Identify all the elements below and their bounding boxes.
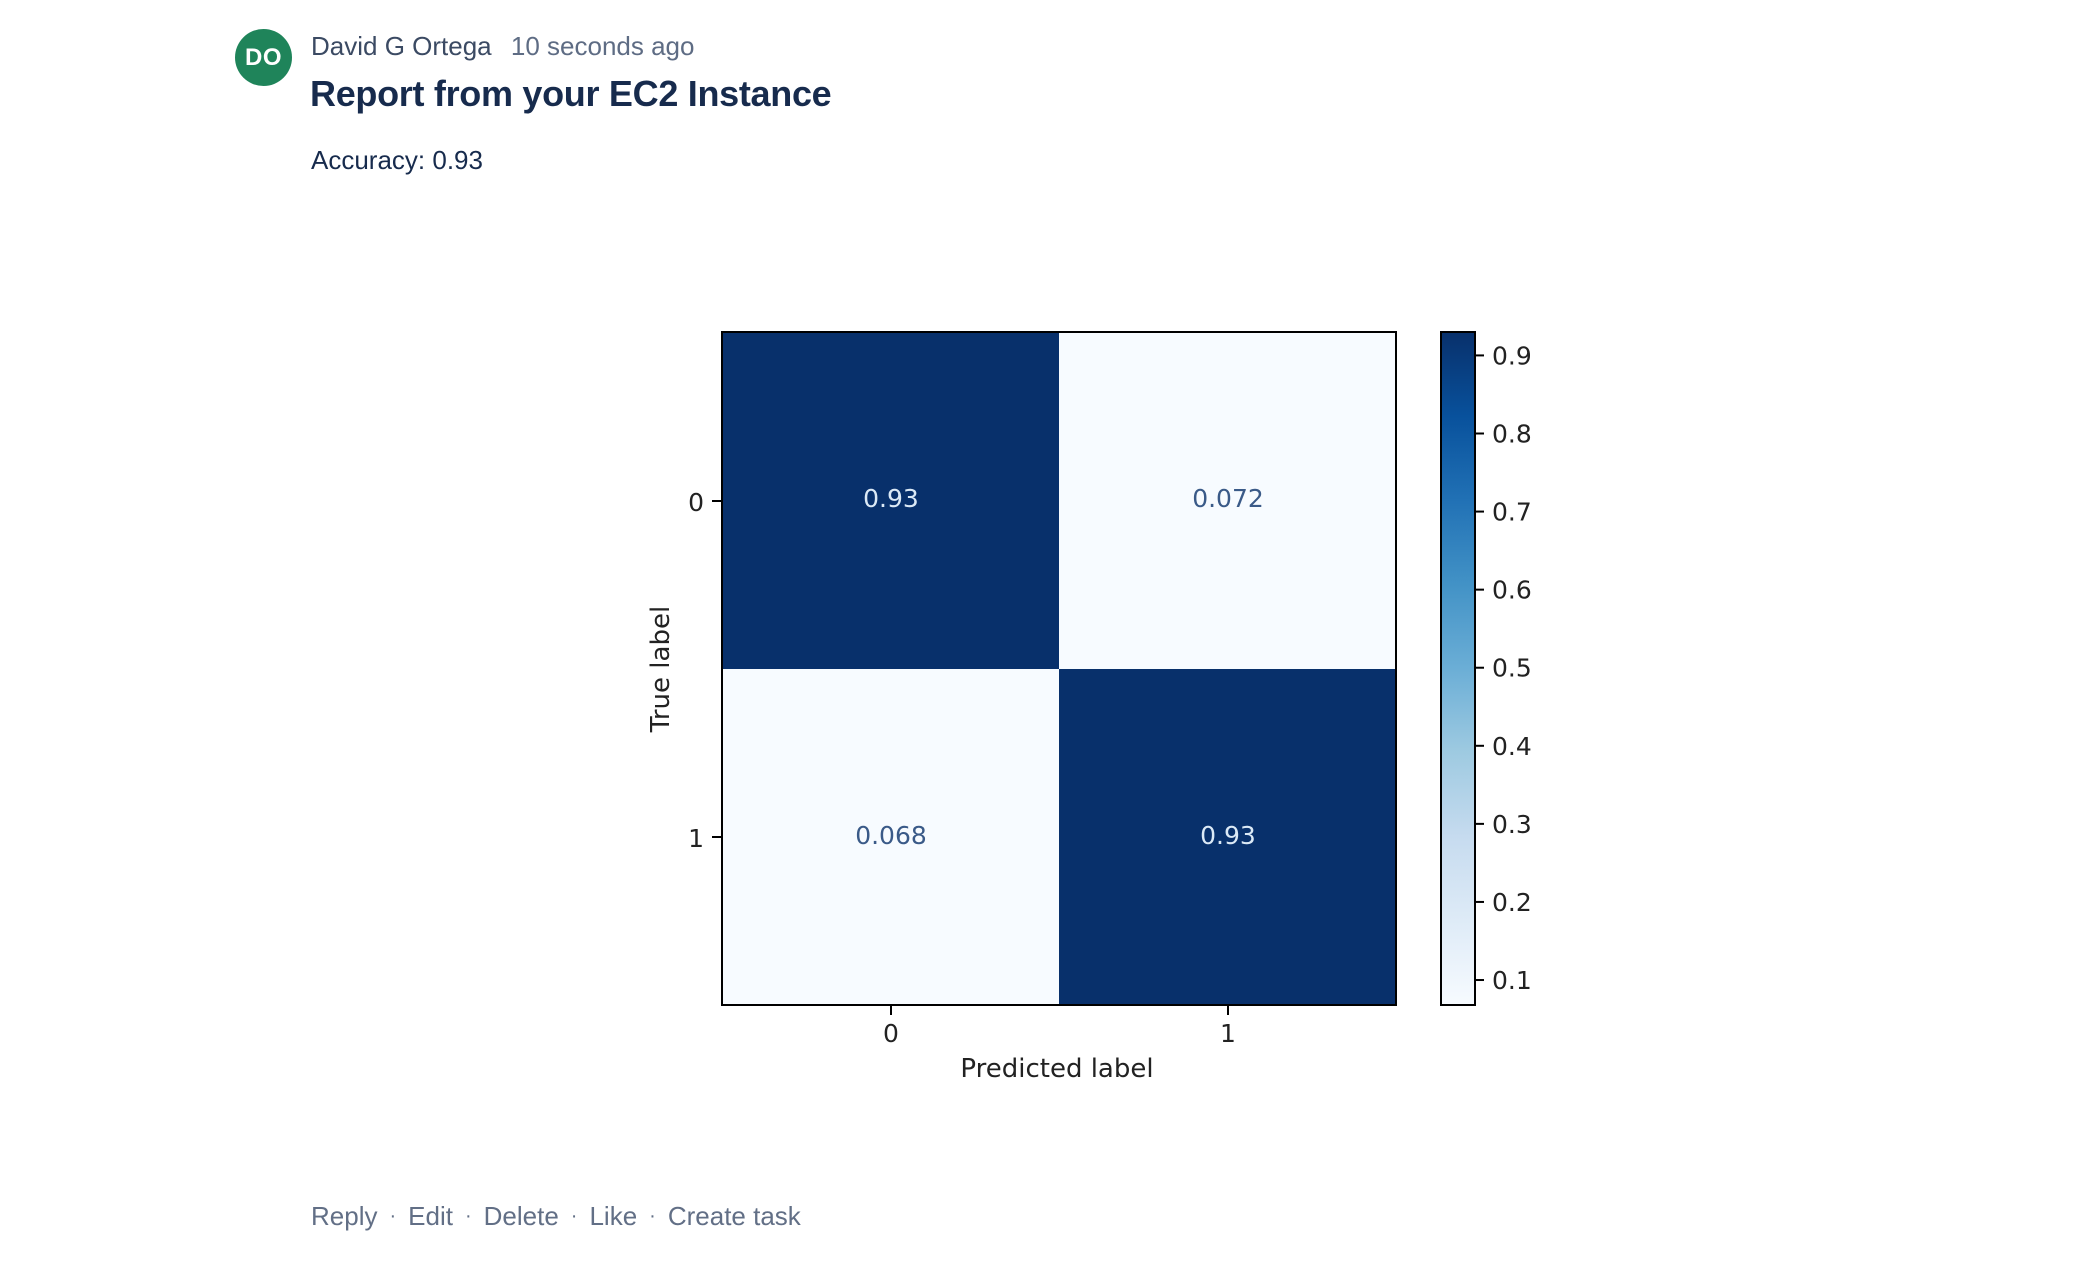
colorbar-tick-label: 0.3: [1492, 810, 1532, 839]
action-separator: ·: [464, 1205, 472, 1227]
cell-value-0-0: 0.93: [863, 484, 919, 513]
heatmap-cells: [722, 332, 1396, 1005]
y-axis-label: True label: [646, 606, 676, 733]
comment-actions: Reply · Edit · Delete · Like · Create task: [311, 1201, 801, 1232]
colorbar-ticks: 0.1 0.2 0.3 0.4 0.5 0.6 0.7 0.8 0.9: [1475, 341, 1532, 995]
avatar[interactable]: DO: [235, 29, 292, 86]
cell-1-1: [1059, 669, 1396, 1005]
colorbar-tick-label: 0.5: [1492, 654, 1532, 683]
y-tick-0: 0: [688, 488, 704, 517]
x-tick-0: 0: [883, 1019, 899, 1048]
matrix-frame: [721, 331, 1397, 1006]
y-tick-1: 1: [688, 824, 704, 853]
cell-value-1-0: 0.068: [855, 821, 927, 850]
action-separator: ·: [570, 1205, 578, 1227]
colorbar-tick-label: 0.1: [1492, 966, 1532, 995]
colorbar: [1440, 331, 1476, 1006]
colorbar-tick-label: 0.2: [1492, 888, 1532, 917]
accuracy-text: Accuracy: 0.93: [311, 145, 483, 175]
avatar-initials: DO: [245, 43, 282, 71]
delete-link[interactable]: Delete: [483, 1201, 559, 1231]
x-axis: [890, 1005, 1229, 1015]
comment-meta: David G Ortega 10 seconds ago: [311, 31, 694, 62]
edit-link[interactable]: Edit: [408, 1201, 453, 1231]
colorbar-tick-label: 0.8: [1492, 419, 1532, 448]
cell-1-0: [722, 669, 1059, 1005]
cell-value-1-1: 0.93: [1200, 821, 1256, 850]
like-link[interactable]: Like: [589, 1201, 638, 1231]
colorbar-tick-label: 0.9: [1492, 341, 1532, 370]
create-task-link[interactable]: Create task: [667, 1201, 801, 1231]
cell-value-0-1: 0.072: [1192, 484, 1264, 513]
y-axis: [712, 500, 722, 838]
cell-0-1: [1059, 332, 1396, 669]
action-separator: ·: [649, 1205, 656, 1227]
cell-0-0: [722, 332, 1059, 669]
x-tick-1: 1: [1220, 1019, 1236, 1048]
colorbar-tick-label: 0.7: [1492, 498, 1532, 527]
reply-link[interactable]: Reply: [311, 1201, 378, 1231]
timestamp[interactable]: 10 seconds ago: [510, 31, 695, 61]
colorbar-tick-label: 0.6: [1492, 576, 1532, 605]
comment-title: Report from your EC2 Instance: [310, 73, 832, 114]
colorbar-tick-label: 0.4: [1492, 732, 1532, 761]
author-name[interactable]: David G Ortega: [311, 31, 492, 61]
action-separator: ·: [389, 1205, 397, 1227]
x-axis-label: Predicted label: [960, 1054, 1153, 1084]
